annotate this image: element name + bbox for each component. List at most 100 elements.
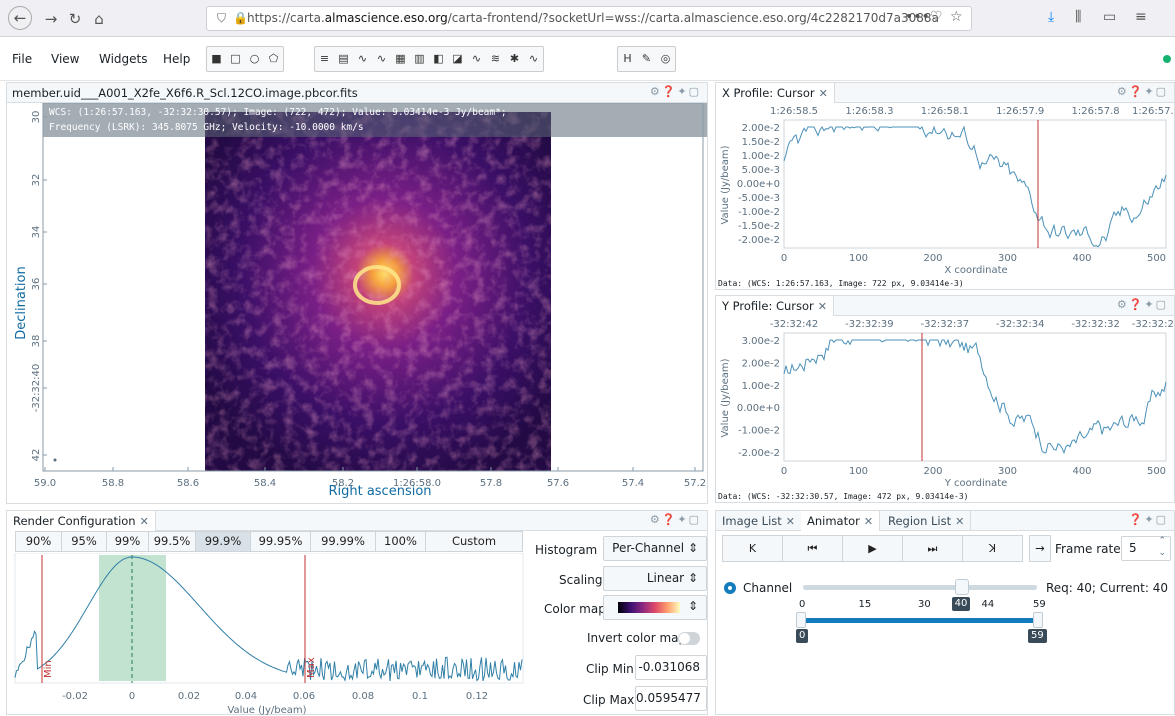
lock-icon: 🔒: [233, 11, 248, 25]
colormap-label: Color map: [544, 602, 606, 616]
menu-view[interactable]: View: [51, 52, 80, 66]
clip-max-input[interactable]: 0.0595477: [635, 686, 707, 711]
spatial-profile-icon[interactable]: ∿: [357, 52, 368, 65]
tab-region-list[interactable]: Region List ✕: [882, 511, 972, 531]
range-min-badge: 0: [796, 629, 809, 643]
wrench-icon[interactable]: ✎: [641, 52, 652, 65]
tab-image-list[interactable]: Image List ✕: [716, 511, 802, 531]
image-texture: [205, 112, 551, 471]
render-config-icon[interactable]: ◧: [433, 52, 444, 65]
menu-widgets[interactable]: Widgets: [99, 52, 148, 66]
contour-icon[interactable]: ◎: [660, 52, 671, 65]
url-bar[interactable]: ⛉ 🔒 https://carta.almascience.eso.org/ca…: [206, 6, 972, 31]
range-max-badge: 59: [1028, 629, 1047, 643]
point-region-icon[interactable]: ■: [211, 52, 222, 65]
tab-y-profile[interactable]: Y Profile: Cursor ✕: [716, 296, 834, 316]
close-icon[interactable]: ✕: [955, 515, 965, 528]
close-icon[interactable]: ✕: [785, 515, 795, 528]
header-info-icon[interactable]: H: [623, 52, 632, 65]
pocket-icon[interactable]: ♡: [930, 9, 943, 25]
polygon-region-icon[interactable]: ⬠: [268, 52, 279, 65]
sidebar-icon[interactable]: ▭: [1103, 9, 1117, 25]
histogram-icon[interactable]: ▥: [414, 52, 425, 65]
image-canvas[interactable]: WCS: (1:26:57.163, -32:32:30.57); Image:…: [7, 103, 707, 503]
close-icon[interactable]: ✕: [139, 515, 149, 528]
channel-tick-label: 44: [981, 599, 995, 610]
stokes-icon[interactable]: ◪: [452, 52, 463, 65]
playback-mode-icon[interactable]: →: [1029, 535, 1051, 562]
step-back-icon[interactable]: ⏮: [783, 536, 843, 561]
percentile-button[interactable]: 99.9%: [196, 532, 251, 551]
colormap-select[interactable]: ⇕: [603, 595, 707, 620]
tab-x-profile[interactable]: X Profile: Cursor ✕: [716, 83, 835, 103]
dec-tick-label: 32: [31, 174, 42, 187]
image-list-icon[interactable]: ≡: [319, 52, 330, 65]
min-marker-label: Min: [43, 660, 54, 678]
download-icon[interactable]: ⤓: [1048, 9, 1055, 25]
home-icon[interactable]: ⌂: [94, 10, 104, 28]
percentile-button[interactable]: Custom: [426, 532, 522, 551]
ellipse-region-icon[interactable]: ○: [249, 52, 260, 65]
range-max-handle[interactable]: [1033, 612, 1043, 628]
last-frame-icon[interactable]: ꓘ: [988, 542, 997, 555]
percentile-button[interactable]: 100%: [376, 532, 426, 551]
statistics-icon[interactable]: ▦: [395, 52, 406, 65]
stack-icon[interactable]: ≋: [490, 52, 501, 65]
invert-colormap-toggle[interactable]: [678, 632, 700, 645]
forward-icon[interactable]: →: [44, 10, 58, 28]
percentile-button[interactable]: 99%: [107, 532, 149, 551]
library-icon[interactable]: ⫼: [1075, 9, 1082, 25]
histogram-select[interactable]: Per-Channel ⇕: [603, 536, 707, 561]
play-icon[interactable]: ▶: [843, 536, 903, 561]
tab-label: Region List: [888, 514, 952, 528]
catalog-icon[interactable]: ✱: [509, 52, 520, 65]
rectangle-region-icon[interactable]: □: [230, 52, 241, 65]
dec-tick-label: 42: [31, 449, 42, 462]
spatial-profile-2-icon[interactable]: ∿: [376, 52, 387, 65]
close-icon[interactable]: ✕: [818, 87, 828, 100]
x-profile-plot[interactable]: 1:26:58.5 1:26:58.3 1:26:58.1 1:26:57.9 1:26…: [716, 103, 1174, 289]
channel-tick-label: 15: [858, 599, 872, 610]
clip-min-input[interactable]: -0.031068: [635, 655, 707, 680]
panel-controls[interactable]: ⚙❓✦▢: [649, 85, 701, 98]
menu-file[interactable]: File: [12, 52, 33, 66]
histogram-plot[interactable]: -0.02 0 0.02 0.04 0.06 0.08 0.1 0.12 Value (Jy/b…: [7, 553, 527, 716]
url-domain: almascience.eso.org: [324, 11, 448, 25]
percentile-button[interactable]: 99.5%: [149, 532, 196, 551]
ra-tick-label: 1:26:58.0: [393, 478, 441, 489]
y-profile-plot[interactable]: -32:32:42 -32:32:39 -32:32:37 -32:32:34 -32:…: [716, 316, 1174, 502]
first-frame-icon[interactable]: K: [723, 536, 783, 561]
percentile-button[interactable]: 99.95%: [251, 532, 311, 551]
reload-icon[interactable]: ↻: [68, 10, 82, 28]
tab-render-config[interactable]: Render Configuration ✕: [7, 511, 156, 531]
menu-help[interactable]: Help: [163, 52, 191, 66]
panel-controls[interactable]: ⚙❓✦▢: [1116, 298, 1168, 311]
close-icon[interactable]: ✕: [863, 515, 874, 528]
spectral-profile-icon[interactable]: ∿: [471, 52, 482, 65]
bookmark-star-icon[interactable]: ☆: [950, 9, 963, 25]
percentile-button[interactable]: 90%: [16, 532, 62, 551]
frame-rate-input[interactable]: 5 ⌃ ⌄: [1121, 536, 1171, 561]
close-icon[interactable]: ✕: [817, 300, 827, 313]
layers-icon[interactable]: ▤: [338, 52, 349, 65]
cursor-info-line1: WCS: (1:26:57.163, -32:32:30.57); Image:…: [49, 107, 507, 118]
percentile-button[interactable]: 95%: [62, 532, 107, 551]
percentile-button[interactable]: 99.99%: [311, 532, 376, 551]
panel-controls[interactable]: ⚙❓✦▢: [1116, 85, 1168, 98]
panel-controls[interactable]: ⚙❓✦▢: [649, 513, 701, 526]
channel-slider-handle[interactable]: [954, 579, 969, 595]
stepper-arrows-icon[interactable]: ⌃ ⌄: [1158, 536, 1166, 558]
hamburger-menu-icon[interactable]: ≡: [1135, 9, 1147, 25]
panel-controls[interactable]: ❓✦▢: [1128, 513, 1168, 526]
tracking-shield-icon[interactable]: ⛉: [217, 11, 227, 25]
step-forward-icon[interactable]: ⏭: [903, 536, 963, 561]
tab-animator[interactable]: Animator ✕: [801, 511, 881, 531]
channel-slider-track[interactable]: [803, 585, 1037, 590]
page-actions-icon[interactable]: •••: [905, 9, 930, 25]
scaling-select[interactable]: Linear ⇕: [603, 566, 707, 591]
fitting-icon[interactable]: ∿: [528, 52, 539, 65]
range-min-handle[interactable]: [796, 612, 806, 628]
animator-panel: Image List ✕ Animator ✕ Region List ✕ ❓✦▢ K…: [715, 510, 1175, 715]
back-icon[interactable]: ←: [8, 6, 32, 30]
channel-radio[interactable]: [724, 582, 736, 594]
